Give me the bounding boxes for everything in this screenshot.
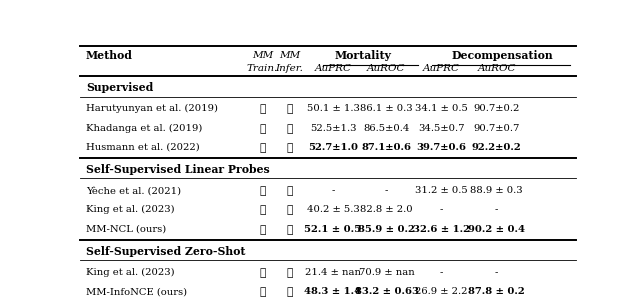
Text: ✗: ✗ — [286, 103, 292, 114]
Text: 21.4 ± nan: 21.4 ± nan — [305, 268, 361, 277]
Text: 26.9 ± 2.2: 26.9 ± 2.2 — [415, 287, 467, 296]
Text: 82.8 ± 2.0: 82.8 ± 2.0 — [360, 205, 413, 215]
Text: Train.: Train. — [247, 64, 278, 73]
Text: 85.9 ± 0.2: 85.9 ± 0.2 — [358, 225, 415, 234]
Text: ✓: ✓ — [259, 267, 266, 278]
Text: ✗: ✗ — [259, 185, 266, 196]
Text: -: - — [332, 186, 335, 195]
Text: ✗: ✗ — [286, 224, 292, 235]
Text: AuPRC: AuPRC — [314, 64, 351, 73]
Text: 32.6 ± 1.2: 32.6 ± 1.2 — [413, 225, 470, 234]
Text: ✓: ✓ — [259, 142, 266, 153]
Text: -: - — [440, 268, 443, 277]
Text: ✓: ✓ — [259, 204, 266, 215]
Text: ✓: ✓ — [259, 123, 266, 134]
Text: 83.2 ± 0.63: 83.2 ± 0.63 — [355, 287, 419, 296]
Text: 52.7±1.0: 52.7±1.0 — [308, 143, 358, 152]
Text: 86.1 ± 0.3: 86.1 ± 0.3 — [360, 104, 413, 113]
Text: ✓: ✓ — [259, 286, 266, 297]
Text: 90.7±0.7: 90.7±0.7 — [474, 124, 520, 132]
Text: 90.7±0.2: 90.7±0.2 — [474, 104, 520, 113]
Text: Self-Supervised Zero-Shot: Self-Supervised Zero-Shot — [86, 246, 246, 257]
Text: AuROC: AuROC — [367, 64, 406, 73]
Text: 52.5±1.3: 52.5±1.3 — [310, 124, 356, 132]
Text: ✓: ✓ — [259, 305, 266, 306]
Text: Infer.: Infer. — [275, 64, 303, 73]
Text: MM: MM — [278, 51, 300, 60]
Text: 34.5±0.7: 34.5±0.7 — [418, 124, 465, 132]
Text: ✗: ✗ — [286, 185, 292, 196]
Text: Husmann et al. (2022): Husmann et al. (2022) — [86, 143, 200, 152]
Text: MM-InfoNCE (ours): MM-InfoNCE (ours) — [86, 287, 187, 296]
Text: 87.8 ± 0.2: 87.8 ± 0.2 — [468, 287, 525, 296]
Text: 39.7±0.6: 39.7±0.6 — [416, 143, 466, 152]
Text: ✓: ✓ — [286, 123, 292, 134]
Text: ✓: ✓ — [286, 142, 292, 153]
Text: 88.9 ± 0.3: 88.9 ± 0.3 — [470, 186, 523, 195]
Text: 34.1 ± 0.5: 34.1 ± 0.5 — [415, 104, 468, 113]
Text: 50.1 ± 1.3: 50.1 ± 1.3 — [307, 104, 360, 113]
Text: 31.2 ± 0.5: 31.2 ± 0.5 — [415, 186, 467, 195]
Text: -: - — [495, 268, 499, 277]
Text: 87.1±0.6: 87.1±0.6 — [362, 143, 412, 152]
Text: -: - — [385, 186, 388, 195]
Text: Self-Supervised Linear Probes: Self-Supervised Linear Probes — [86, 164, 269, 175]
Text: ✓: ✓ — [259, 224, 266, 235]
Text: Mortality: Mortality — [334, 50, 391, 61]
Text: -: - — [495, 205, 499, 215]
Text: 48.3 ± 1.4: 48.3 ± 1.4 — [305, 287, 362, 296]
Text: ✗: ✗ — [286, 305, 292, 306]
Text: MM: MM — [252, 51, 273, 60]
Text: 90.2 ± 0.4: 90.2 ± 0.4 — [468, 225, 525, 234]
Text: Yèche et al. (2021): Yèche et al. (2021) — [86, 186, 181, 195]
Text: Decompensation: Decompensation — [452, 50, 554, 61]
Text: King et al. (2023): King et al. (2023) — [86, 205, 175, 215]
Text: King et al. (2023): King et al. (2023) — [86, 268, 175, 277]
Text: ✗: ✗ — [286, 267, 292, 278]
Text: MM-NCL (ours): MM-NCL (ours) — [86, 225, 166, 234]
Text: Harutyunyan et al. (2019): Harutyunyan et al. (2019) — [86, 104, 218, 114]
Text: ✗: ✗ — [286, 286, 292, 297]
Text: 52.1 ± 0.5: 52.1 ± 0.5 — [305, 225, 362, 234]
Text: AuPRC: AuPRC — [422, 64, 460, 73]
Text: AuROC: AuROC — [477, 64, 516, 73]
Text: 92.2±0.2: 92.2±0.2 — [472, 143, 522, 152]
Text: Khadanga et al. (2019): Khadanga et al. (2019) — [86, 124, 202, 133]
Text: 70.9 ± nan: 70.9 ± nan — [358, 268, 415, 277]
Text: Supervised: Supervised — [86, 82, 153, 93]
Text: 40.2 ± 5.3: 40.2 ± 5.3 — [307, 205, 359, 215]
Text: Method: Method — [86, 50, 133, 61]
Text: ✗: ✗ — [286, 204, 292, 215]
Text: -: - — [440, 205, 443, 215]
Text: 86.5±0.4: 86.5±0.4 — [364, 124, 410, 132]
Text: ✗: ✗ — [259, 103, 266, 114]
